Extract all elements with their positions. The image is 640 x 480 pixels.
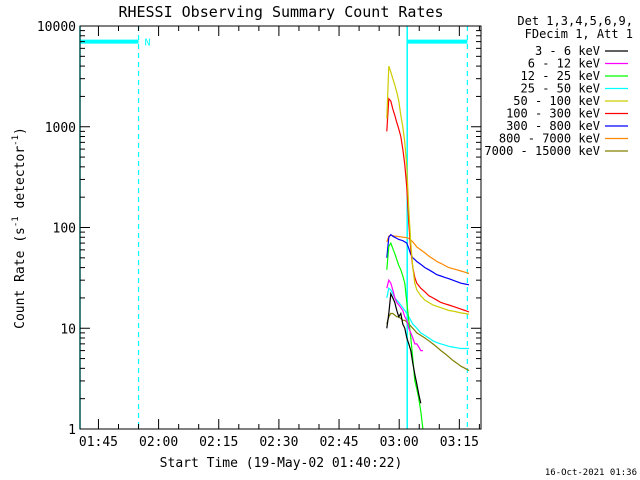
series-line-50-100-kev xyxy=(386,65,470,315)
legend-label-12-25-kev: 12 - 25 keV xyxy=(521,69,600,83)
y-tick-label-1: 10 xyxy=(60,322,76,337)
x-axis-label: Start Time (19-May-02 01:40:22) xyxy=(160,456,403,471)
series-line-300-800-kev xyxy=(386,233,470,286)
series-line-12-25-kev xyxy=(386,241,424,430)
x-tick-label-4: 02:45 xyxy=(319,435,358,450)
plot-frame xyxy=(79,25,482,430)
x-tick-label-6: 03:15 xyxy=(440,435,479,450)
legend-label-800-7000-kev: 800 - 7000 keV xyxy=(499,132,600,146)
legend-label-100-300-kev: 100 - 300 keV xyxy=(506,107,600,121)
y-tick-label-3: 1000 xyxy=(45,121,76,136)
series-line-6-12-kev xyxy=(386,278,423,352)
series-line-7000-15000-kev xyxy=(386,312,470,372)
y-axis-label: Count Rate (s-1 detector-1) xyxy=(11,127,28,329)
x-tick-label-5: 03:00 xyxy=(380,435,419,450)
series-line-800-7000-kev xyxy=(386,234,470,274)
x-tick-label-2: 02:15 xyxy=(199,435,238,450)
chart-title: RHESSI Observing Summary Count Rates xyxy=(118,3,443,21)
y-tick-label-2: 100 xyxy=(53,222,76,237)
timestamp: 16-Oct-2021 01:36 xyxy=(545,468,637,478)
legend-label-25-50-kev: 25 - 50 keV xyxy=(521,82,600,96)
legend-header-line-1: Det 1,3,4,5,6,9, xyxy=(517,14,633,28)
x-tick-label-0: 01:45 xyxy=(79,435,118,450)
x-tick-label-3: 02:30 xyxy=(259,435,298,450)
series-line-3-6-kev xyxy=(386,291,422,404)
legend-header-line-2: FDecim 1, Att 1 xyxy=(525,27,633,41)
series-line-25-50-kev xyxy=(386,287,469,350)
flag-label: N xyxy=(145,38,151,49)
axes: 1 10 100 1000 10000 01:45 02:00 02:15 02:30 02:45… xyxy=(37,20,481,450)
series-line-100-300-kev xyxy=(386,97,470,313)
legend: Det 1,3,4,5,6,9, FDecim 1, Att 1 3 - 6 k… xyxy=(484,14,633,158)
y-tick-label-0: 1 xyxy=(68,423,76,438)
legend-label-300-800-kev: 300 - 800 keV xyxy=(506,119,600,133)
legend-label-50-100-kev: 50 - 100 keV xyxy=(513,94,600,108)
legend-label-7000-15000-kev: 7000 - 15000 keV xyxy=(484,144,600,158)
y-tick-label-4: 10000 xyxy=(37,20,76,35)
x-tick-label-1: 02:00 xyxy=(139,435,178,450)
plot-area: N xyxy=(79,26,470,430)
legend-label-6-12-kev: 6 - 12 keV xyxy=(528,57,600,71)
legend-label-3-6-kev: 3 - 6 keV xyxy=(535,44,600,58)
